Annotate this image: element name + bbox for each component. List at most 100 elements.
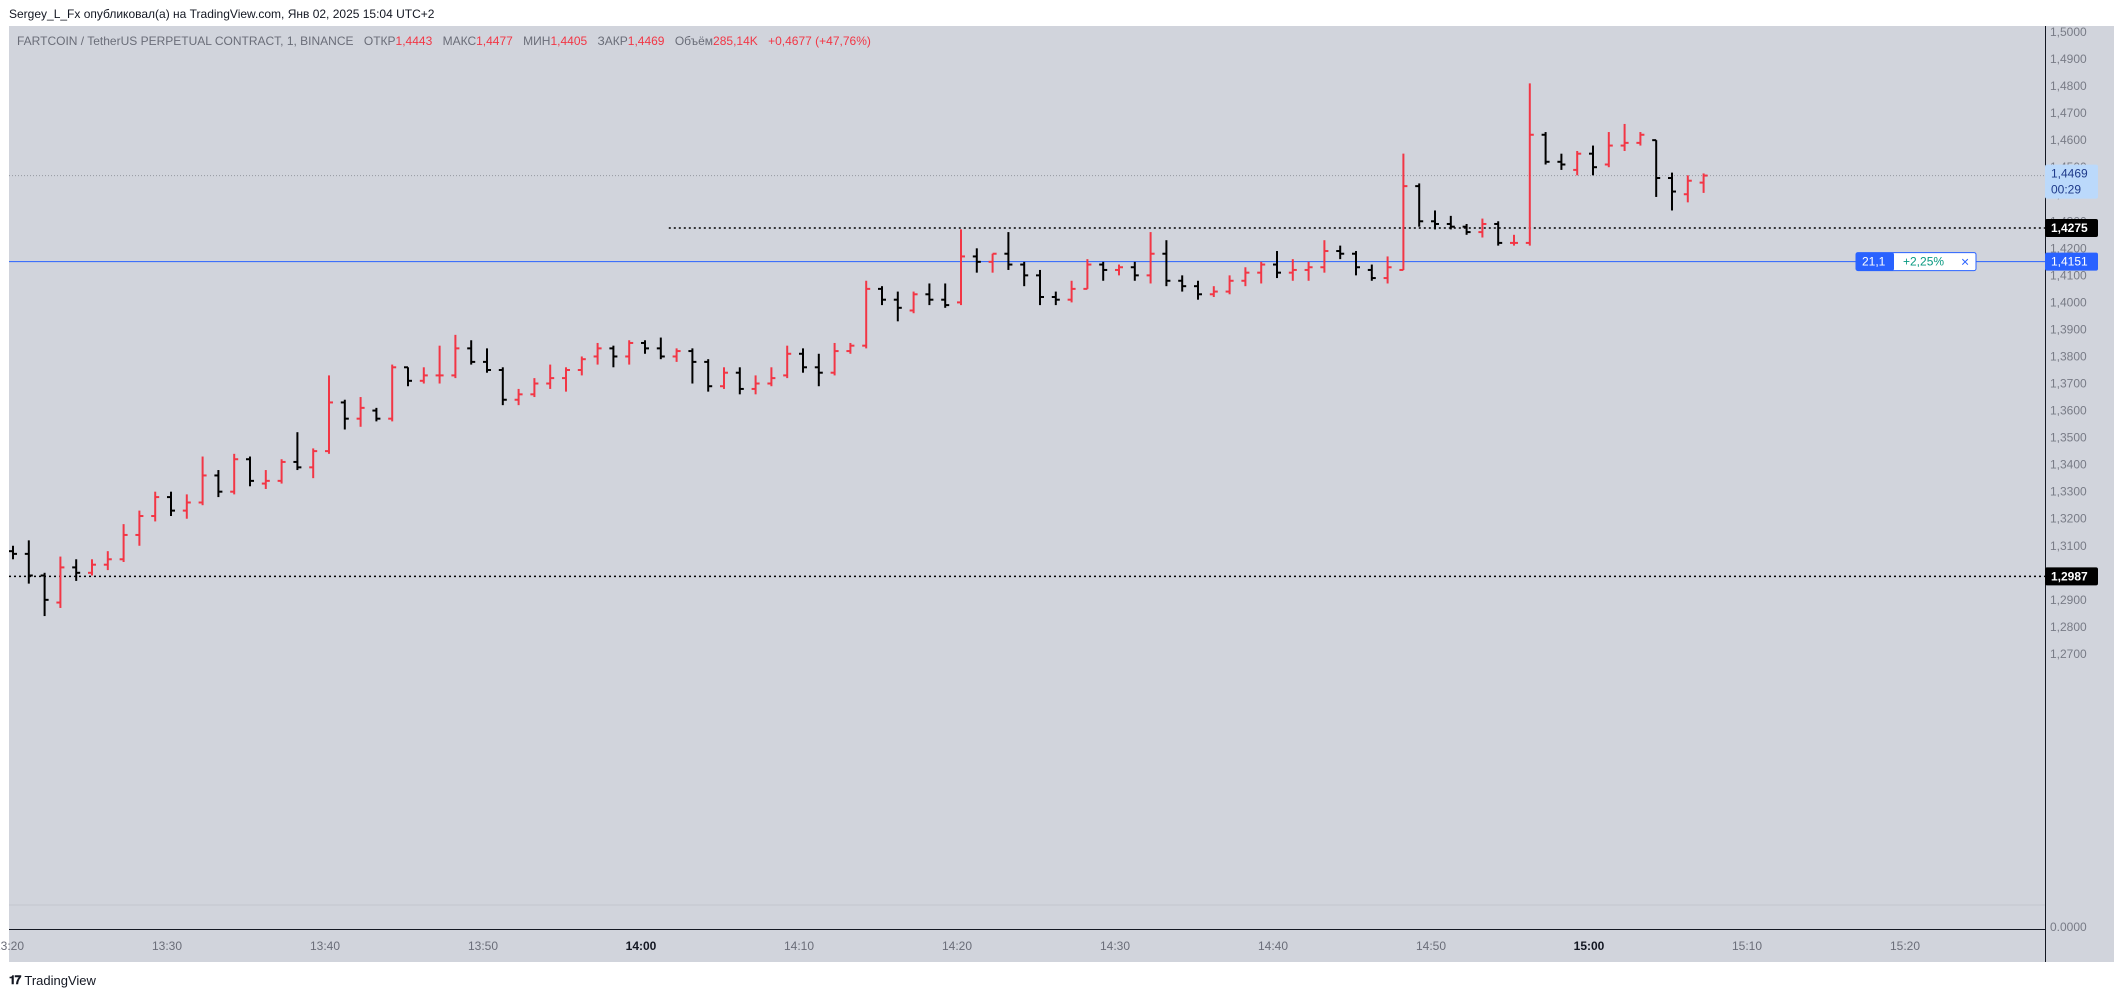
ohlc-bar — [783, 345, 792, 379]
last-price-badge-text: 00:29 — [2051, 183, 2081, 197]
footer-brand[interactable]: TradingView — [24, 972, 96, 988]
ohlc-bar — [656, 337, 665, 360]
price-tick-label: 1,3700 — [2050, 377, 2087, 391]
ohlc-bar — [498, 367, 507, 406]
tradingview-logo-icon[interactable]: 𝟏𝟕 — [9, 972, 21, 987]
high-value: 1,4477 — [476, 34, 513, 48]
ohlc-bar — [419, 367, 428, 384]
ohlc-bar — [88, 559, 96, 576]
ohlc-bar — [720, 367, 728, 389]
ohlc-bar — [167, 491, 175, 517]
ohlc-bar — [1399, 153, 1408, 271]
ohlc-bar — [1668, 172, 1676, 211]
ohlc-bar — [198, 456, 207, 506]
ohlc-bar — [609, 345, 618, 368]
ohlc-bar — [530, 378, 539, 398]
level-upper-badge-box — [2045, 219, 2098, 238]
ohlc-bar — [309, 448, 318, 479]
ohlc-bar — [1257, 261, 1266, 284]
ohlc-bar — [261, 470, 270, 489]
ohlc-bar — [435, 345, 444, 384]
time-tick-label: 13:50 — [468, 939, 498, 953]
ohlc-bar — [988, 252, 997, 273]
ohlc-bar — [941, 283, 950, 308]
ohlc-bar — [1367, 264, 1376, 281]
high-label: МАКС — [442, 34, 477, 48]
ohlc-bar — [704, 359, 713, 392]
symbol-legend[interactable]: FARTCOIN / TetherUS PERPETUAL CONTRACT, … — [17, 34, 871, 48]
volume-label: Объём — [674, 34, 714, 48]
close-icon[interactable]: × — [1961, 254, 1969, 270]
ohlc-bar — [277, 459, 286, 484]
ohlc-bar — [1194, 280, 1202, 300]
ohlc-bar — [1557, 153, 1566, 170]
price-tick-label: 1,2900 — [2050, 593, 2087, 607]
ohlc-bar — [1446, 215, 1455, 230]
footer: 𝟏𝟕 TradingView — [9, 970, 96, 990]
attribution-text: Sergey_L_Fx опубликовал(а) на TradingVie… — [9, 7, 435, 21]
ohlc-bar — [878, 286, 886, 306]
ohlc-bar — [230, 453, 239, 495]
ohlc-bar — [246, 456, 254, 487]
low-value: 1,4405 — [550, 34, 588, 48]
ohlc-bar — [577, 356, 586, 376]
price-tick-label: 1,3800 — [2050, 349, 2087, 363]
ohlc-bar — [1083, 259, 1092, 290]
ohlc-bar — [1051, 291, 1060, 306]
price-tick-label: 1,2800 — [2050, 620, 2087, 634]
price-tick-label: 1,3600 — [2050, 404, 2087, 418]
horizontal-line-badge-box — [2045, 252, 2098, 271]
time-tick-label: 15:00 — [1574, 939, 1605, 953]
price-tick-label: 1,3300 — [2050, 485, 2087, 499]
change-value: +0,4677 (+47,76%) — [768, 34, 871, 48]
ohlc-bar — [1115, 264, 1123, 276]
time-tick-label: 14:50 — [1416, 939, 1446, 953]
open-label: ОТКР — [363, 34, 396, 48]
ohlc-bar — [1604, 132, 1613, 168]
ohlc-bar — [1683, 175, 1692, 203]
ohlc-bar — [1510, 234, 1518, 246]
ohlc-bar — [182, 494, 191, 519]
time-tick-label: 13:20 — [0, 939, 24, 953]
chart-pane[interactable] — [9, 26, 2045, 962]
ohlc-bar — [514, 388, 523, 406]
ohlc-bar — [1036, 269, 1044, 306]
ohlc-bar — [1020, 261, 1029, 287]
ohlc-bar — [1130, 261, 1139, 281]
ohlc-bar — [135, 510, 144, 546]
price-tick-label: 1,3200 — [2050, 512, 2087, 526]
volume-value: 285,14K — [713, 34, 758, 48]
ohlc-bar — [372, 407, 381, 422]
horizontal-line-badge-text: 1,4151 — [2051, 255, 2088, 269]
ohlc-bar — [467, 340, 476, 365]
ohlc-bar — [688, 348, 697, 384]
ohlc-bar — [1304, 261, 1313, 281]
price-tick-label: 1,4000 — [2050, 295, 2087, 309]
ohlc-bar — [925, 283, 934, 306]
ohlc-bar — [862, 280, 871, 349]
time-axis[interactable] — [9, 929, 2045, 964]
ohlc-bar — [672, 348, 681, 362]
price-tick-label: 1,5000 — [2050, 25, 2087, 39]
ohlc-bar — [1589, 145, 1597, 176]
ohlc-bar — [1699, 173, 1708, 193]
price-tick-label: 1,3100 — [2050, 539, 2087, 553]
level-lower-badge-box — [2045, 567, 2098, 586]
ohlc-bar — [24, 540, 33, 584]
ohlc-bar — [1320, 240, 1329, 273]
time-tick-label: 14:30 — [1100, 939, 1130, 953]
top-bar: Sergey_L_Fx опубликовал(а) на TradingVie… — [0, 0, 2114, 26]
ohlc-bar — [151, 491, 160, 522]
ohlc-bar — [909, 291, 918, 314]
symbol-name[interactable]: FARTCOIN / TetherUS PERPETUAL CONTRACT, … — [17, 34, 354, 48]
price-tick-label: 1,3900 — [2050, 322, 2087, 336]
ohlc-bar — [1273, 251, 1281, 279]
time-tick-label: 14:00 — [626, 939, 657, 953]
ohlc-bar — [56, 556, 65, 608]
price-tick-label: 1,4900 — [2050, 52, 2087, 66]
ohlc-bar — [1146, 232, 1155, 284]
close-value: 1,4469 — [627, 34, 665, 48]
ohlc-bar — [546, 364, 555, 389]
price-tick-label: 1,4700 — [2050, 106, 2087, 120]
